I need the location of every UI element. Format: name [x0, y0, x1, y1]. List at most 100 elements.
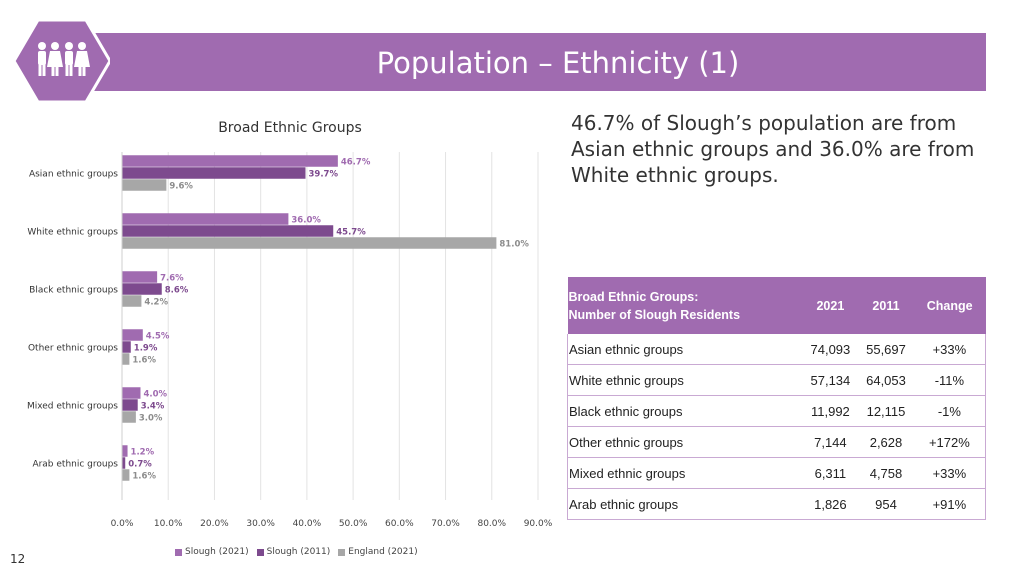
cell-group: Arab ethnic groups [566, 488, 803, 520]
data-label: 39.7% [309, 169, 339, 179]
cell-group: White ethnic groups [566, 364, 803, 396]
headline-text: 46.7% of Slough’s population are from As… [571, 111, 975, 187]
category-label: Other ethnic groups [28, 344, 118, 354]
bar [122, 225, 334, 237]
ethnic-groups-table: Broad Ethnic Groups: Number of Slough Re… [566, 277, 986, 520]
x-tick-label: 20.0% [200, 519, 229, 529]
cell-2021: 1,826 [802, 488, 859, 520]
legend-item-england-2021: England (2021) [338, 547, 418, 557]
table-row: White ethnic groups 57,134 64,053 -11% [566, 364, 986, 396]
legend-swatch [256, 548, 264, 556]
bar [122, 179, 167, 191]
cell-2011: 4,758 [858, 457, 914, 489]
data-label: 3.0% [139, 413, 163, 423]
table-header-2021: 2021 [802, 277, 859, 334]
bar [122, 167, 306, 179]
x-tick-label: 30.0% [246, 519, 275, 529]
x-tick-label: 50.0% [339, 519, 368, 529]
cell-group: Asian ethnic groups [566, 334, 803, 365]
data-label: 46.7% [341, 157, 371, 167]
category-label: Arab ethnic groups [32, 460, 118, 470]
legend-swatch [175, 548, 182, 556]
bar [122, 469, 130, 481]
bar [122, 213, 289, 225]
table-row: Other ethnic groups 7,144 2,628 +172% [566, 426, 986, 458]
bar [122, 237, 497, 249]
cell-2021: 74,093 [802, 334, 859, 365]
legend-label: Slough (2011) [266, 547, 331, 557]
category-label: White ethnic groups [27, 228, 118, 238]
data-label: 81.0% [499, 239, 529, 249]
data-label: 1.2% [131, 447, 155, 457]
cell-group: Mixed ethnic groups [566, 457, 803, 489]
category-label: Mixed ethnic groups [27, 402, 118, 412]
x-tick-label: 60.0% [385, 519, 414, 529]
data-label: 1.6% [132, 355, 156, 365]
chart-legend: Slough (2021) Slough (2011) England (202… [175, 547, 418, 557]
legend-swatch [338, 548, 346, 556]
bar [122, 283, 162, 295]
cell-2011: 55,697 [858, 334, 914, 365]
table-header-row: Broad Ethnic Groups: Number of Slough Re… [567, 277, 986, 334]
bar [122, 353, 130, 365]
header-label-line2: Number of Slough Residents [568, 307, 741, 322]
bar [122, 271, 158, 283]
bar [122, 295, 142, 307]
table-row: Mixed ethnic groups 6,311 4,758 +33% [566, 457, 986, 489]
bar [122, 329, 143, 341]
chart-title: Broad Ethnic Groups [218, 120, 362, 136]
cell-group: Black ethnic groups [566, 395, 803, 427]
data-label: 4.0% [143, 389, 167, 399]
legend-label: Slough (2021) [185, 547, 249, 557]
legend-label: England (2021) [348, 547, 418, 557]
bar [122, 445, 128, 457]
x-tick-label: 10.0% [154, 519, 183, 529]
x-tick-label: 80.0% [477, 519, 506, 529]
data-label: 4.5% [146, 331, 170, 341]
table-row: Black ethnic groups 11,992 12,115 -1% [566, 395, 986, 427]
category-label: Asian ethnic groups [29, 170, 118, 180]
cell-2021: 11,992 [802, 395, 859, 427]
data-label: 4.2% [144, 297, 168, 307]
x-tick-label: 0.0% [111, 519, 134, 529]
people-icon [14, 18, 110, 104]
header-label-line1: Broad Ethnic Groups: [568, 289, 699, 304]
category-label: Black ethnic groups [29, 286, 118, 296]
bar [122, 341, 131, 353]
cell-change: +33% [913, 457, 986, 489]
x-tick-label: 90.0% [524, 519, 553, 529]
cell-2021: 57,134 [802, 364, 859, 396]
bar [122, 457, 126, 469]
x-tick-label: 70.0% [431, 519, 460, 529]
cell-2011: 64,053 [858, 364, 914, 396]
bar [122, 155, 338, 167]
table-row: Asian ethnic groups 74,093 55,697 +33% [566, 334, 986, 365]
page-title: Population – Ethnicity (1) [376, 46, 740, 80]
legend-item-slough-2011: Slough (2011) [256, 547, 331, 557]
bar [122, 411, 136, 423]
title-banner: Population – Ethnicity (1) [90, 33, 986, 91]
cell-2011: 954 [858, 488, 914, 520]
bar [122, 387, 141, 399]
cell-change: -11% [913, 364, 986, 396]
cell-change: +172% [913, 426, 986, 458]
data-label: 1.9% [134, 343, 158, 353]
legend-item-slough-2021: Slough (2021) [175, 547, 249, 557]
bar [122, 399, 138, 411]
x-tick-label: 40.0% [293, 519, 322, 529]
data-label: 45.7% [336, 227, 366, 237]
cell-2021: 7,144 [802, 426, 859, 458]
cell-change: +33% [913, 334, 986, 365]
bar-chart: 0.0% 10.0% 20.0% 30.0% 40.0% 50.0% 60.0% 70.0% 8… [27, 152, 553, 529]
page-number: 12 [10, 552, 26, 566]
cell-2011: 2,628 [858, 426, 914, 458]
cell-change: -1% [913, 395, 986, 427]
data-label: 0.7% [128, 459, 152, 469]
data-label: 36.0% [291, 215, 321, 225]
data-label: 8.6% [165, 285, 189, 295]
cell-group: Other ethnic groups [566, 426, 803, 458]
cell-2021: 6,311 [802, 457, 859, 489]
data-label: 7.6% [160, 273, 184, 283]
table-header-label: Broad Ethnic Groups: Number of Slough Re… [567, 277, 803, 334]
table-header-2011: 2011 [858, 277, 914, 334]
